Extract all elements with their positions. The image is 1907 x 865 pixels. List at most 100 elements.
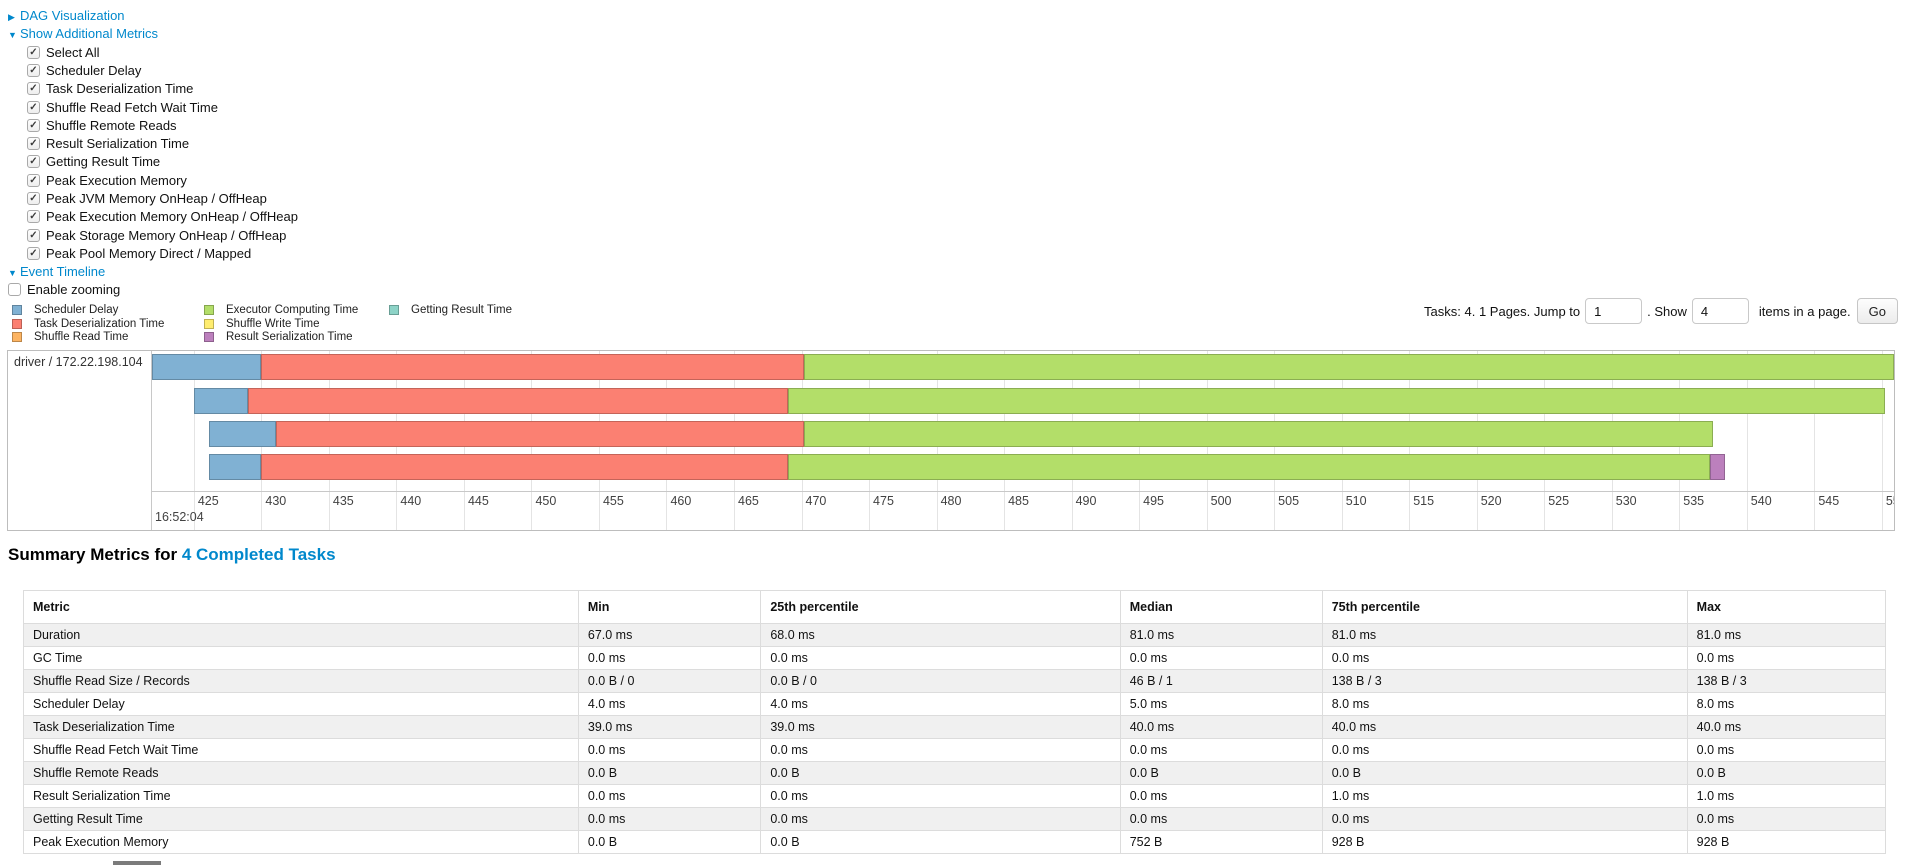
show-additional-metrics-toggle[interactable]: ▼ Show Additional Metrics <box>8 25 298 43</box>
enable-zooming-checkbox[interactable] <box>8 283 21 297</box>
metric-checkbox-label: Peak Execution Memory OnHeap / OffHeap <box>46 209 298 225</box>
chevron-right-icon: ▶ <box>8 12 15 22</box>
legend-label: Task Deserialization Time <box>34 317 165 330</box>
table-cell: 138 B / 3 <box>1321 669 1688 693</box>
legend-item: Task Deserialization Time <box>12 317 204 331</box>
metric-checkbox[interactable]: ✓ <box>27 45 40 59</box>
table-cell: 0.0 ms <box>577 807 762 831</box>
timeline-bar-executor-computing[interactable] <box>788 388 1885 414</box>
table-cell: 928 B <box>1686 830 1887 854</box>
table-cell: 81.0 ms <box>1119 623 1323 647</box>
chevron-down-icon: ▼ <box>8 30 17 40</box>
table-row: GC Time 0.0 ms 0.0 ms 0.0 ms 0.0 ms 0.0 ms <box>23 646 1887 670</box>
table-cell: Shuffle Remote Reads <box>23 761 579 785</box>
metric-checkbox[interactable]: ✓ <box>27 118 40 132</box>
timeline-bar-scheduler-delay[interactable] <box>208 421 277 447</box>
metric-checkbox-row: ✓ Shuffle Read Fetch Wait Time <box>27 98 298 116</box>
timeline-tick-label: 475 <box>873 494 894 508</box>
table-cell: 40.0 ms <box>1321 715 1688 739</box>
metric-checkbox[interactable]: ✓ <box>27 210 40 224</box>
timeline-tick-label: 540 <box>1750 494 1772 508</box>
timeline-tick-label: 425 <box>197 494 219 508</box>
table-cell: 81.0 ms <box>1686 623 1887 647</box>
metric-checkbox-row: ✓ Task Deserialization Time <box>27 80 298 98</box>
legend-item: Result Serialization Time <box>204 331 389 345</box>
table-cell: 0.0 ms <box>577 646 762 670</box>
timeline-bar-executor-computing[interactable] <box>804 421 1714 447</box>
table-header-cell: 25th percentile <box>760 590 1121 624</box>
metric-checkbox-label: Shuffle Read Fetch Wait Time <box>46 99 218 115</box>
timeline-bar-scheduler-delay[interactable] <box>208 454 262 480</box>
table-cell: 0.0 ms <box>1686 807 1887 831</box>
metric-checkbox-row: ✓ Result Serialization Time <box>27 134 298 152</box>
timeline-gridline <box>1746 351 1748 530</box>
pagination-items-label: items in a page. <box>1758 303 1851 319</box>
timeline-tick-label: 440 <box>400 494 422 508</box>
metric-checkbox[interactable]: ✓ <box>27 228 40 242</box>
table-cell: Result Serialization Time <box>23 784 579 808</box>
timeline-bar-executor-computing[interactable] <box>788 454 1711 480</box>
timeline-tick-label: 500 <box>1210 494 1232 508</box>
table-cell: 39.0 ms <box>760 715 1121 739</box>
metric-checkbox[interactable]: ✓ <box>27 100 40 114</box>
metric-checkbox[interactable]: ✓ <box>27 63 40 77</box>
timeline-bar-scheduler-delay[interactable] <box>193 388 248 414</box>
metric-checkbox-row: ✓ Peak Pool Memory Direct / Mapped <box>27 244 298 262</box>
timeline-tick-label: 515 <box>1413 494 1435 508</box>
event-timeline-toggle[interactable]: ▼ Event Timeline <box>8 263 298 281</box>
timeline-bar-scheduler-delay[interactable] <box>152 354 262 380</box>
timeline-tick-label: 545 <box>1818 494 1840 508</box>
timeline-group-label: driver / 172.22.198.104 <box>8 351 152 530</box>
timeline-tick-label: 510 <box>1345 494 1367 508</box>
metric-checkbox-row: ✓ Peak JVM Memory OnHeap / OffHeap <box>27 189 298 207</box>
table-cell: Getting Result Time <box>23 807 579 831</box>
table-cell: 81.0 ms <box>1321 623 1688 647</box>
timeline-bar-task-deserialization[interactable] <box>261 454 789 480</box>
metric-checkbox[interactable]: ✓ <box>27 192 40 206</box>
timeline-bar-executor-computing[interactable] <box>804 354 1894 380</box>
timeline-bar-task-deserialization[interactable] <box>247 388 789 414</box>
table-cell: 0.0 ms <box>760 738 1121 762</box>
metric-checkbox[interactable]: ✓ <box>27 82 40 96</box>
show-additional-metrics-label: Show Additional Metrics <box>20 26 159 41</box>
legend-label: Executor Computing Time <box>226 303 359 316</box>
table-header-cell: Max <box>1686 590 1887 624</box>
timeline-tick-label: 470 <box>805 494 827 508</box>
table-cell: 0.0 ms <box>760 784 1121 808</box>
table-cell: 0.0 B / 0 <box>760 669 1121 693</box>
go-button[interactable]: Go <box>1856 298 1898 324</box>
table-cell: Peak Execution Memory <box>23 830 579 854</box>
table-cell: 0.0 ms <box>1321 646 1688 670</box>
items-per-page-input[interactable] <box>1691 298 1749 324</box>
table-cell: 0.0 ms <box>760 807 1121 831</box>
timeline-tick-label: 550 <box>1885 494 1894 508</box>
table-cell: 928 B <box>1321 830 1688 854</box>
legend-column: Scheduler Delay Task Deserialization Time… <box>12 303 204 344</box>
metric-checkbox-label: Getting Result Time <box>46 154 161 170</box>
task-pagination: Tasks: 4. 1 Pages. Jump to . Show items … <box>1424 298 1898 324</box>
metric-checkbox-label: Scheduler Delay <box>46 62 142 78</box>
table-cell: 0.0 B <box>1686 761 1887 785</box>
legend-column: Executor Computing Time Shuffle Write Tim… <box>204 303 389 344</box>
timeline-tick-label: 530 <box>1615 494 1637 508</box>
table-cell: 0.0 ms <box>577 784 762 808</box>
timeline-legend: Scheduler Delay Task Deserialization Time… <box>12 303 512 344</box>
timeline-bar-task-deserialization[interactable] <box>276 421 805 447</box>
metric-checkbox[interactable]: ✓ <box>27 137 40 151</box>
table-cell: 0.0 ms <box>577 738 762 762</box>
timeline-bar-result-serialization[interactable] <box>1710 454 1726 480</box>
metric-checkbox-label: Peak JVM Memory OnHeap / OffHeap <box>46 191 267 207</box>
table-cell: GC Time <box>23 646 579 670</box>
timeline-tick-label: 505 <box>1278 494 1300 508</box>
metric-checkbox-label: Peak Storage Memory OnHeap / OffHeap <box>46 227 287 243</box>
timeline-bar-task-deserialization[interactable] <box>261 354 805 380</box>
table-cell: 4.0 ms <box>577 692 762 716</box>
table-header-cell: 75th percentile <box>1321 590 1688 624</box>
metric-checkbox[interactable]: ✓ <box>27 155 40 169</box>
completed-tasks-link[interactable]: 4 Completed Tasks <box>181 545 336 564</box>
table-cell: 0.0 ms <box>1686 646 1887 670</box>
dag-visualization-toggle[interactable]: ▶ DAG Visualization <box>8 7 298 25</box>
metric-checkbox[interactable]: ✓ <box>27 246 40 260</box>
jump-to-page-input[interactable] <box>1585 298 1643 324</box>
metric-checkbox[interactable]: ✓ <box>27 173 40 187</box>
